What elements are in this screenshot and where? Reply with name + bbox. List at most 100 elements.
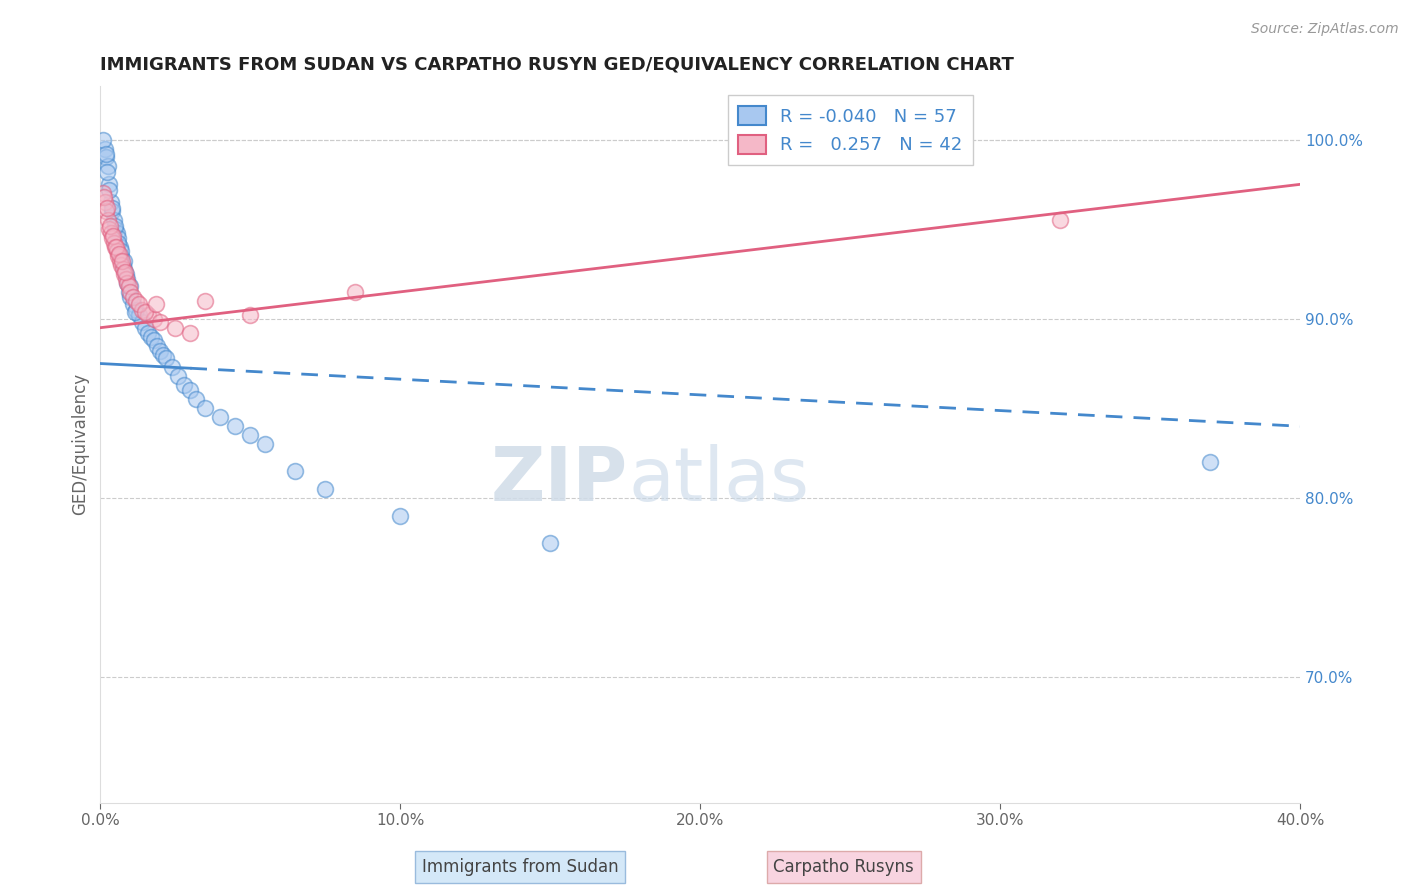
Point bbox=[162, 360, 184, 375]
Point bbox=[115, 267, 138, 281]
Point bbox=[138, 326, 160, 340]
Point bbox=[98, 219, 121, 233]
Point bbox=[149, 315, 172, 329]
Point bbox=[110, 244, 132, 258]
Point bbox=[100, 226, 122, 240]
Point bbox=[314, 482, 336, 496]
Point bbox=[105, 244, 128, 258]
Point bbox=[96, 201, 118, 215]
Text: Immigrants from Sudan: Immigrants from Sudan bbox=[422, 858, 619, 876]
Point bbox=[239, 308, 262, 322]
Point bbox=[101, 204, 124, 219]
Point bbox=[131, 302, 153, 317]
Point bbox=[152, 348, 174, 362]
Point bbox=[143, 333, 166, 347]
Point bbox=[110, 249, 132, 263]
Point bbox=[141, 329, 163, 343]
Text: ZIP: ZIP bbox=[491, 443, 628, 516]
Point bbox=[93, 186, 115, 201]
Text: Carpatho Rusyns: Carpatho Rusyns bbox=[773, 858, 914, 876]
Point bbox=[112, 267, 135, 281]
Point bbox=[224, 419, 246, 434]
Point bbox=[118, 285, 141, 299]
Point bbox=[122, 297, 145, 311]
Point bbox=[165, 320, 187, 334]
Point bbox=[115, 272, 138, 286]
Point bbox=[134, 304, 156, 318]
Point bbox=[97, 160, 120, 174]
Point bbox=[104, 240, 127, 254]
Point bbox=[94, 195, 117, 210]
Point bbox=[96, 204, 118, 219]
Point bbox=[97, 213, 120, 227]
Legend: R = -0.040   N = 57, R =   0.257   N = 42: R = -0.040 N = 57, R = 0.257 N = 42 bbox=[728, 95, 973, 165]
Point bbox=[111, 261, 134, 276]
Point bbox=[155, 351, 177, 366]
Point bbox=[104, 222, 127, 236]
Point bbox=[115, 272, 138, 286]
Point bbox=[179, 326, 201, 340]
Point bbox=[1199, 455, 1222, 469]
Point bbox=[134, 320, 156, 334]
Point bbox=[111, 258, 134, 272]
Point bbox=[98, 222, 121, 236]
Point bbox=[125, 302, 148, 317]
Point bbox=[93, 190, 115, 204]
Point bbox=[125, 293, 148, 308]
Point bbox=[122, 290, 145, 304]
Point bbox=[112, 261, 135, 276]
Point bbox=[93, 132, 115, 146]
Point bbox=[124, 304, 146, 318]
Point bbox=[120, 290, 142, 304]
Point bbox=[538, 535, 561, 549]
Point bbox=[112, 254, 135, 268]
Point bbox=[104, 240, 127, 254]
Point bbox=[117, 276, 139, 290]
Point bbox=[120, 285, 142, 299]
Point bbox=[98, 178, 121, 192]
Point bbox=[96, 165, 118, 179]
Point bbox=[209, 410, 232, 425]
Point bbox=[194, 293, 217, 308]
Point bbox=[239, 428, 262, 442]
Point bbox=[107, 236, 129, 251]
Point bbox=[128, 308, 150, 322]
Point bbox=[149, 343, 172, 358]
Point bbox=[138, 308, 160, 322]
Point bbox=[1049, 213, 1071, 227]
Point bbox=[101, 231, 124, 245]
Text: atlas: atlas bbox=[628, 443, 810, 516]
Point bbox=[254, 437, 277, 451]
Point bbox=[167, 369, 190, 384]
Text: Source: ZipAtlas.com: Source: ZipAtlas.com bbox=[1251, 22, 1399, 37]
Point bbox=[111, 254, 134, 268]
Point bbox=[131, 315, 153, 329]
Point bbox=[110, 258, 132, 272]
Point bbox=[94, 142, 117, 156]
Point bbox=[105, 226, 128, 240]
Point bbox=[94, 147, 117, 161]
Y-axis label: GED/Equivalency: GED/Equivalency bbox=[72, 373, 89, 516]
Point bbox=[173, 378, 195, 392]
Point bbox=[108, 240, 131, 254]
Point bbox=[143, 311, 166, 326]
Point bbox=[117, 276, 139, 290]
Point bbox=[97, 183, 120, 197]
Point bbox=[104, 219, 127, 233]
Point bbox=[145, 297, 167, 311]
Point bbox=[118, 279, 141, 293]
Point bbox=[108, 254, 131, 268]
Point bbox=[389, 508, 412, 523]
Point bbox=[114, 265, 136, 279]
Text: IMMIGRANTS FROM SUDAN VS CARPATHO RUSYN GED/EQUIVALENCY CORRELATION CHART: IMMIGRANTS FROM SUDAN VS CARPATHO RUSYN … bbox=[100, 55, 1014, 73]
Point bbox=[118, 279, 141, 293]
Point bbox=[96, 151, 118, 165]
Point bbox=[107, 249, 129, 263]
Point bbox=[284, 464, 307, 478]
Point bbox=[100, 201, 122, 215]
Point bbox=[103, 236, 125, 251]
Point bbox=[107, 231, 129, 245]
Point bbox=[128, 297, 150, 311]
Point bbox=[186, 392, 208, 407]
Point bbox=[146, 338, 169, 352]
